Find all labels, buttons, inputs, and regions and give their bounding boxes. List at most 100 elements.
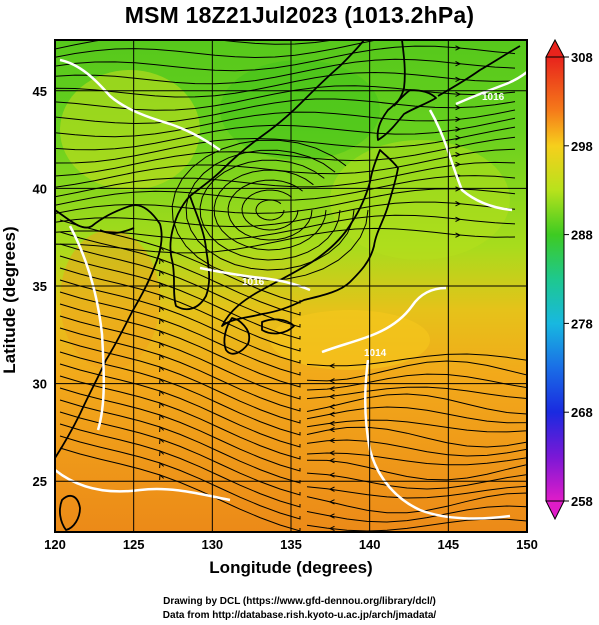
streamline-arrow [159,365,165,373]
streamline-arrow [159,473,165,481]
streamline [59,303,301,388]
streamline [59,447,301,532]
streamline [55,161,516,198]
streamline-arrow [159,461,165,469]
colorbar-label: 258 [571,494,593,509]
streamline [199,159,341,261]
streamline-arrow [328,513,335,519]
streamline-arrow [328,393,335,400]
y-tick-label: 40 [33,181,47,196]
streamline-arrow [455,201,462,207]
streamline [306,472,527,490]
streamline-arrow [159,377,165,385]
streamline-arrow [328,427,335,433]
x-tick-labels: 120 125 130 135 140 145 150 [44,537,538,552]
y-tick-label: 45 [33,84,47,99]
x-tick-label: 140 [359,537,381,552]
streamline-arrow [455,61,462,67]
streamline-arrow [159,257,165,265]
streamline [55,45,516,72]
isobar-label: 1016 [482,92,505,103]
streamline [306,485,527,499]
streamline [306,426,527,448]
streamline-arrow [456,31,461,35]
streamline [55,136,516,177]
y-tick-label: 35 [33,279,47,294]
streamline-arrow [455,126,462,132]
isobar-labels: 1016 1014 1016 [242,92,505,359]
streamline [171,139,369,281]
streamline [185,149,355,271]
streamline [55,214,516,241]
streamline [306,373,527,391]
x-tick-label: 125 [123,537,145,552]
streamline [55,98,516,125]
y-tick-label: 30 [33,377,47,392]
colorbar-label: 298 [571,139,593,154]
streamline [227,179,313,241]
y-tick-label: 25 [33,474,47,489]
streamline-arrow [328,486,335,492]
streamline [59,315,301,400]
data-credit: Data from http://database.rish.kyoto-u.a… [162,610,437,621]
streamline [255,199,285,221]
coastlines [55,40,521,531]
streamline-arrow [159,269,165,277]
streamline-arrow [159,389,165,397]
streamline [306,386,527,400]
streamline-arrow [456,18,461,22]
drawing-credit: Drawing by DCL (https://www.gfd-dennou.o… [163,596,436,607]
isobar-label: 1014 [364,348,387,359]
streamline-arrow [455,152,462,158]
streamline-arrow [328,378,335,384]
chart-title: MSM 18Z21Jul2023 (1013.2hPa) [124,2,475,28]
streamline [59,291,301,376]
streamline-arrow [328,525,335,532]
streamline [241,189,299,231]
streamline [55,58,516,85]
streamline-arrow [159,449,165,457]
streamline [306,353,527,367]
isobar-label: 1016 [242,277,265,288]
x-tick-label: 120 [44,537,66,552]
streamline [306,452,527,466]
streamline [59,399,301,484]
x-tick-label: 150 [516,537,538,552]
streamline [55,40,337,50]
streamline-arrow [159,413,165,421]
streamline [306,439,527,457]
streamline [55,40,380,60]
streamline-arrow [455,143,462,149]
gridlines [55,40,527,532]
streamline-arrow [159,353,165,361]
streamline [59,279,301,364]
streamline-arrow [328,411,335,417]
colorbar-label: 288 [571,228,593,243]
streamline [59,435,301,520]
streamline-arrow [328,420,335,426]
streamline-arrow [455,45,462,51]
colorbar-gradient [545,56,565,502]
streamline-arrow [159,329,165,337]
streamline-arrow [328,437,335,444]
streamline [55,201,516,228]
streamline-arrow [159,317,165,325]
streamline [55,188,516,216]
streamline-arrow [328,386,335,392]
streamline-arrow [455,91,462,97]
isobars [55,58,527,520]
streamline [55,71,516,98]
x-axis-label: Longitude (degrees) [209,558,373,577]
colorbar-label: 278 [571,316,593,331]
streamline-arrow [328,450,335,456]
colorbar-bottom-arrow [545,500,565,521]
colorbar-top-arrow [545,38,565,58]
streamline [55,126,516,164]
colorbar-labels: 308 298 288 278 268 258 [564,50,593,509]
plot-frame [54,39,528,533]
streamline-arrow [455,161,462,168]
streamline-arrow [328,457,335,464]
streamline-arrow [328,472,335,478]
colorbar-label: 308 [571,50,593,65]
streamline [59,255,301,340]
